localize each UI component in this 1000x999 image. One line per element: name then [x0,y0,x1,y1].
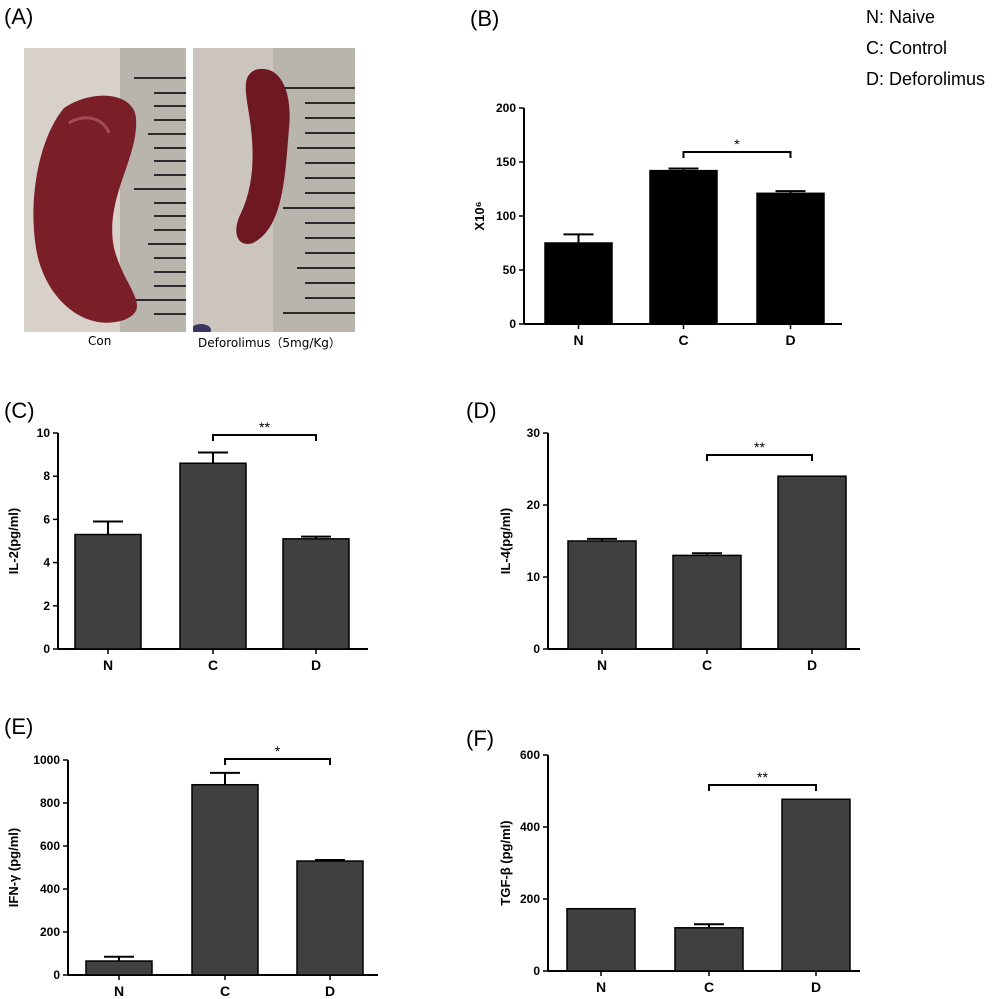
chart-f-xtick-label-1: C [704,979,714,995]
chart-d-bar-d [777,475,847,650]
chart-c-ytick-label-0: 0 [43,642,50,656]
chart-e-xtick-label-0: N [114,983,124,999]
chart-b-bar-c [649,169,718,325]
chart-e-ytick-label-0: 0 [53,968,60,982]
chart-b-sig-label: * [734,136,740,152]
photo-caption-control: Con [88,334,112,348]
chart-e-xtick-label-2: D [325,983,335,999]
panel-label-c: (C) [4,398,35,423]
chart-f-ytick-label-1: 200 [520,892,540,906]
chart-c-ytick-label-4: 8 [43,469,50,483]
chart-c-ytick-label-1: 2 [43,599,50,613]
chart-c-xtick-label-0: N [103,657,113,673]
chart-c-ytick-label-5: 10 [37,426,51,440]
panel-label-a: (A) [4,4,34,29]
chart-d-xtick-label-2: D [807,657,817,673]
chart-b-ytick-label-1: 50 [503,263,517,277]
chart-e-bar-d [296,860,364,976]
chart-c-xtick-label-1: C [208,657,218,673]
chart-f-xtick-label-0: N [596,979,606,995]
chart-b-ytick-label-4: 200 [496,101,516,115]
chart-f-ytick-label-2: 400 [520,820,540,834]
chart-d-sig-label: ** [754,439,765,455]
chart-b-sig-bracket [682,151,792,158]
chart-b-ytick-label-3: 150 [496,155,516,169]
chart-e-ytick-label-1: 200 [40,925,60,939]
chart-e-ytick-label-4: 800 [40,796,60,810]
chart-d-xtick-label-0: N [597,657,607,673]
spleen-photo-control [24,48,186,332]
chart-b-ylabel: X10⁶ [472,201,487,230]
chart-c-ylabel: IL-2(pg/ml) [6,508,21,574]
chart-c-sig-label: ** [259,419,270,435]
chart-f-ytick-label-0: 0 [533,964,540,978]
chart-b-xtick-label-2: D [785,332,795,348]
chart-e-xtick-label-1: C [220,983,230,999]
panel-label-d: (D) [466,398,497,423]
chart-c-ytick-label-3: 6 [43,512,50,526]
chart-f-sig-bracket [708,784,817,791]
chart-d-bar-n [567,540,637,650]
chart-e-ytick-label-5: 1000 [33,753,60,767]
chart-c-sig-bracket [212,434,317,441]
chart-e-sig-label: * [275,743,281,759]
chart-e-ylabel: IFN-γ (pg/ml) [6,828,21,907]
chart-d-ytick-label-0: 0 [533,642,540,656]
chart-e-ytick-label-3: 600 [40,839,60,853]
chart-c-bar-d [282,538,350,650]
chart-b-xtick-label-0: N [573,332,583,348]
chart-e-sig-bracket [224,758,331,765]
chart-c-ytick-label-2: 4 [43,556,50,570]
chart-d-ytick-label-2: 20 [527,498,541,512]
panel-label-e: (E) [4,714,34,739]
legend-naive: N: Naive [866,7,936,27]
chart-f-bar-n [566,907,636,972]
chart-e-bar-n [85,960,153,976]
chart-b-bar-d [756,192,825,325]
chart-e-ytick-label-2: 400 [40,882,60,896]
chart-b-ytick-label-0: 0 [509,317,516,331]
chart-b-xtick-label-1: C [678,332,688,348]
chart-c-xtick-label-2: D [311,657,321,673]
chart-d-ytick-label-1: 10 [527,570,541,584]
chart-f-bar-d [781,798,851,972]
chart-f-ytick-label-3: 600 [520,748,540,762]
chart-d-bar-c [672,554,742,650]
chart-e-bar-c [191,783,259,976]
chart-c-bar-n [74,533,142,650]
legend-control: C: Control [866,38,948,58]
spleen-photo-deforolimus [193,48,355,332]
photo-caption-deforolimus: Deforolimus（5mg/Kg） [198,336,341,350]
chart-d-ylabel: IL-4(pg/ml) [498,508,513,574]
chart-f-sig-label: ** [757,769,768,785]
panel-label-f: (F) [466,726,495,751]
legend-deforolimus: D: Deforolimus [866,69,986,89]
chart-f-ylabel: TGF-β (pg/ml) [498,820,513,905]
chart-b-bar-n [544,242,613,325]
chart-d-xtick-label-1: C [702,657,712,673]
chart-f-xtick-label-2: D [811,979,821,995]
panel-label-b: (B) [470,6,500,31]
legend: N: Naive C: Control D: Deforolimus [866,2,985,95]
chart-d-sig-bracket [706,454,813,461]
chart-d-ytick-label-3: 30 [527,426,541,440]
chart-b-ytick-label-2: 100 [496,209,516,223]
chart-c-bar-c [179,462,247,650]
chart-f-bar-c [674,927,744,972]
